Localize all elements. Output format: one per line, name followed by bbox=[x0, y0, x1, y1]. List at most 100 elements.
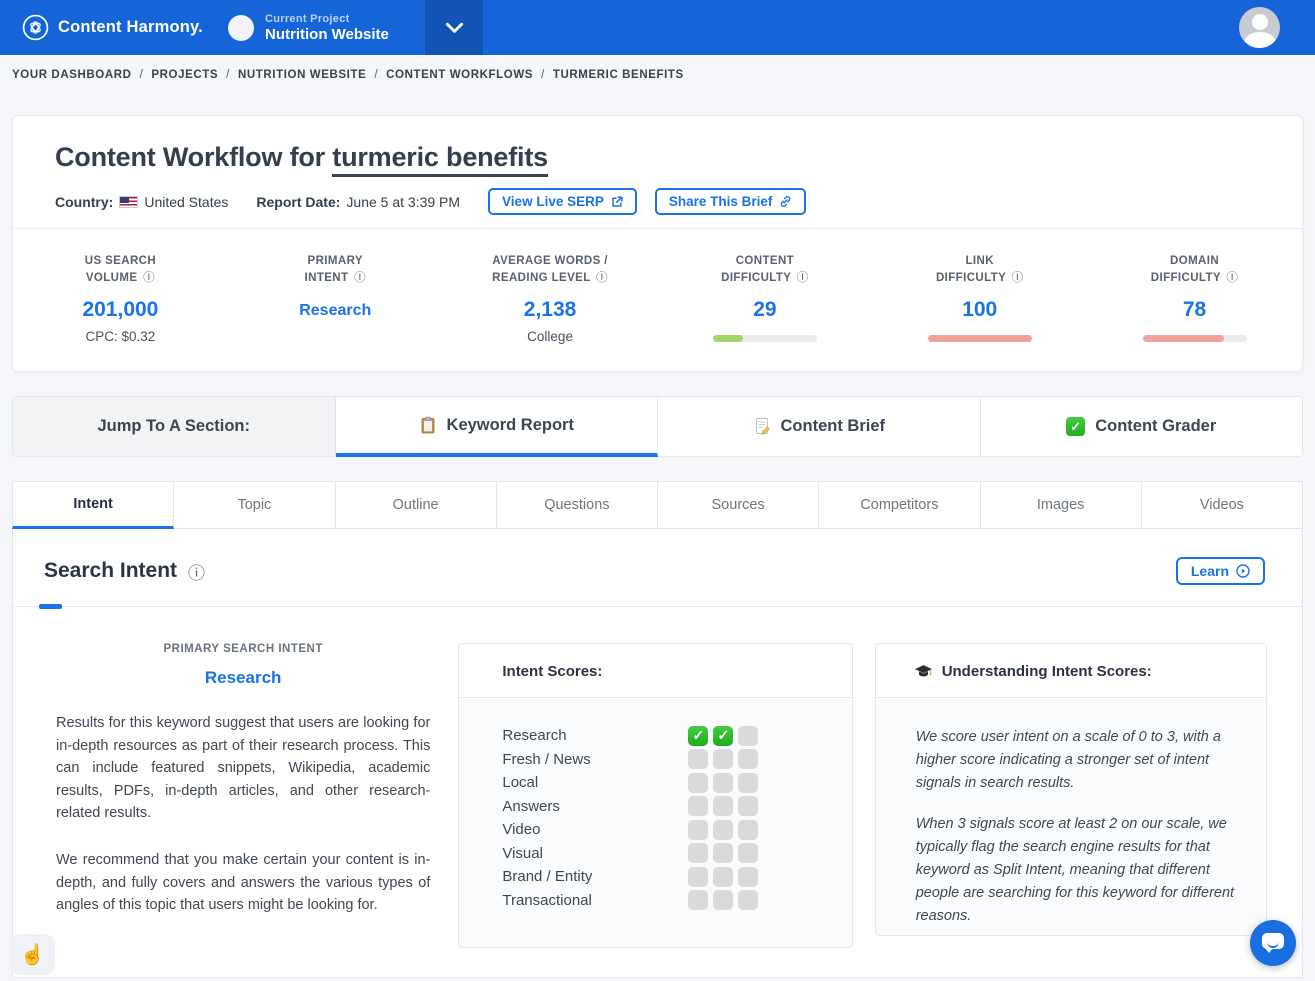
section-divider bbox=[13, 604, 1302, 609]
tab-competitors[interactable]: Competitors bbox=[819, 481, 981, 529]
understanding-intent-panel: Understanding Intent Scores: We score us… bbox=[874, 643, 1268, 936]
info-icon[interactable]: ⓘ bbox=[1226, 272, 1239, 284]
understanding-paragraph: When 3 signals score at least 2 on our s… bbox=[915, 815, 1235, 925]
score-empty-box bbox=[738, 749, 759, 770]
stat-link-difficulty: LINK DIFFICULTY ⓘ 100 bbox=[872, 253, 1087, 371]
chat-widget-button[interactable] bbox=[1250, 920, 1296, 966]
intent-score-boxes bbox=[688, 819, 759, 840]
learn-button[interactable]: Learn bbox=[1175, 557, 1265, 585]
country-value: United States bbox=[144, 193, 229, 210]
country-label: Country: bbox=[55, 193, 114, 210]
score-empty-box bbox=[713, 890, 734, 911]
info-icon[interactable]: ⓘ bbox=[354, 272, 366, 284]
jump-content-brief[interactable]: Content Brief bbox=[658, 396, 981, 457]
difficulty-bar bbox=[927, 335, 1032, 342]
content-harmony-logo-icon bbox=[22, 14, 49, 41]
tab-intent[interactable]: Intent bbox=[12, 481, 175, 529]
project-selector[interactable]: Current Project Nutrition Website bbox=[228, 0, 389, 55]
tab-sources[interactable]: Sources bbox=[658, 481, 820, 529]
intent-score-label: Local bbox=[502, 774, 539, 792]
stat-us-search-volume: US SEARCH VOLUME ⓘ 201,000 CPC: $0.32 bbox=[13, 253, 228, 371]
report-tabs: Intent Topic Outline Questions Sources C… bbox=[12, 481, 1303, 529]
breadcrumb-item-nutrition-website[interactable]: NUTRITION WEBSITE bbox=[237, 69, 367, 81]
intent-score-boxes: ✓ ✓ bbox=[688, 725, 759, 746]
info-icon[interactable]: ⓘ bbox=[143, 272, 155, 284]
score-empty-box bbox=[713, 749, 734, 770]
report-date-label: Report Date: bbox=[256, 193, 341, 210]
jump-content-grader[interactable]: ✓ Content Grader bbox=[980, 396, 1303, 457]
score-checked-icon: ✓ bbox=[688, 725, 709, 746]
breadcrumb-separator: / bbox=[226, 69, 230, 81]
difficulty-bar bbox=[712, 335, 817, 342]
breadcrumb-item-projects[interactable]: PROJECTS bbox=[151, 69, 219, 81]
breadcrumb-separator: / bbox=[374, 69, 379, 81]
stat-domain-difficulty: DOMAIN DIFFICULTY ⓘ 78 bbox=[1087, 253, 1302, 371]
stat-value: 201,000 bbox=[82, 298, 159, 321]
stat-cpc: CPC: $0.32 bbox=[85, 329, 156, 344]
tab-questions[interactable]: Questions bbox=[496, 481, 658, 529]
intent-score-boxes bbox=[688, 772, 759, 793]
stat-value: Research bbox=[299, 302, 372, 319]
link-icon bbox=[779, 195, 792, 208]
stat-value: 100 bbox=[962, 298, 998, 321]
current-project-label: Current Project bbox=[265, 12, 350, 25]
score-empty-box bbox=[713, 796, 734, 817]
section-title: Search Intent ⓘ bbox=[44, 559, 206, 583]
brand-logo[interactable]: Content Harmony. bbox=[0, 14, 203, 41]
score-empty-box bbox=[738, 890, 759, 911]
info-icon[interactable]: ⓘ bbox=[1011, 272, 1024, 284]
jump-to-section-bar: Jump To A Section: Keyword Report Conten… bbox=[12, 396, 1303, 457]
intent-score-label: Research bbox=[502, 727, 567, 745]
intent-scores-title: Intent Scores: bbox=[459, 644, 852, 698]
jump-keyword-report[interactable]: Keyword Report bbox=[335, 396, 658, 457]
info-icon[interactable]: ⓘ bbox=[796, 272, 809, 284]
user-avatar[interactable] bbox=[1239, 7, 1280, 48]
intent-score-row: Brand / Entity bbox=[502, 865, 827, 889]
intent-score-label: Fresh / News bbox=[502, 750, 591, 768]
score-empty-box bbox=[688, 866, 709, 887]
info-icon[interactable]: ⓘ bbox=[596, 272, 608, 284]
page-title: Content Workflow for turmeric benefits bbox=[55, 142, 1260, 177]
score-empty-box bbox=[738, 772, 759, 793]
project-dropdown-button[interactable] bbox=[425, 0, 483, 55]
score-empty-box bbox=[738, 819, 759, 840]
pointing-finger-icon: ☝ bbox=[20, 944, 45, 966]
scroll-nav-button[interactable]: ☝ bbox=[10, 934, 55, 975]
intent-score-label: Answers bbox=[502, 797, 560, 815]
intent-score-boxes bbox=[688, 866, 759, 887]
intent-scores-panel: Intent Scores: Research ✓ ✓ Fresh / News Loc… bbox=[458, 643, 853, 948]
score-empty-box bbox=[688, 890, 709, 911]
stat-reading-level: College bbox=[527, 329, 573, 344]
breadcrumb-item-content-workflows[interactable]: CONTENT WORKFLOWS bbox=[386, 69, 534, 81]
country-meta: Country: United States bbox=[55, 194, 228, 210]
green-check-icon: ✓ bbox=[1066, 417, 1086, 436]
intent-score-label: Transactional bbox=[502, 891, 592, 909]
intent-score-row: Local bbox=[502, 771, 827, 795]
score-empty-box bbox=[688, 819, 709, 840]
breadcrumb-item-turmeric-benefits[interactable]: TURMERIC BENEFITS bbox=[552, 69, 684, 81]
clipboard-icon bbox=[419, 416, 437, 435]
score-empty-box bbox=[738, 866, 759, 887]
primary-intent-column: PRIMARY SEARCH INTENT Research Results f… bbox=[56, 643, 430, 917]
view-live-serp-button[interactable]: View Live SERP bbox=[488, 188, 637, 215]
primary-search-intent-value: Research bbox=[204, 668, 282, 687]
intent-score-label: Brand / Entity bbox=[502, 868, 593, 886]
share-this-brief-button[interactable]: Share This Brief bbox=[654, 188, 807, 215]
title-keyword: turmeric benefits bbox=[332, 142, 548, 177]
workflow-header-card: Content Workflow for turmeric benefits C… bbox=[12, 115, 1303, 372]
score-empty-box bbox=[713, 819, 734, 840]
understanding-title: Understanding Intent Scores: bbox=[941, 663, 1152, 680]
intent-score-row: Answers bbox=[502, 795, 827, 819]
chevron-down-icon bbox=[445, 22, 464, 34]
tab-topic[interactable]: Topic bbox=[174, 481, 336, 529]
tab-videos[interactable]: Videos bbox=[1141, 481, 1303, 529]
top-navbar: Content Harmony. Current Project Nutriti… bbox=[0, 0, 1315, 55]
stat-primary-intent: PRIMARY INTENT ⓘ Research bbox=[228, 253, 443, 371]
current-project-name: Nutrition Website bbox=[265, 25, 389, 43]
breadcrumb-item-dashboard[interactable]: YOUR DASHBOARD bbox=[12, 69, 132, 81]
search-intent-section: Search Intent ⓘ Learn PRIMARY SEARCH INT… bbox=[12, 529, 1303, 978]
tab-images[interactable]: Images bbox=[980, 481, 1142, 529]
report-date-meta: Report Date: June 5 at 3:39 PM bbox=[256, 194, 460, 210]
tab-outline[interactable]: Outline bbox=[335, 481, 497, 529]
info-icon[interactable]: ⓘ bbox=[188, 563, 206, 583]
